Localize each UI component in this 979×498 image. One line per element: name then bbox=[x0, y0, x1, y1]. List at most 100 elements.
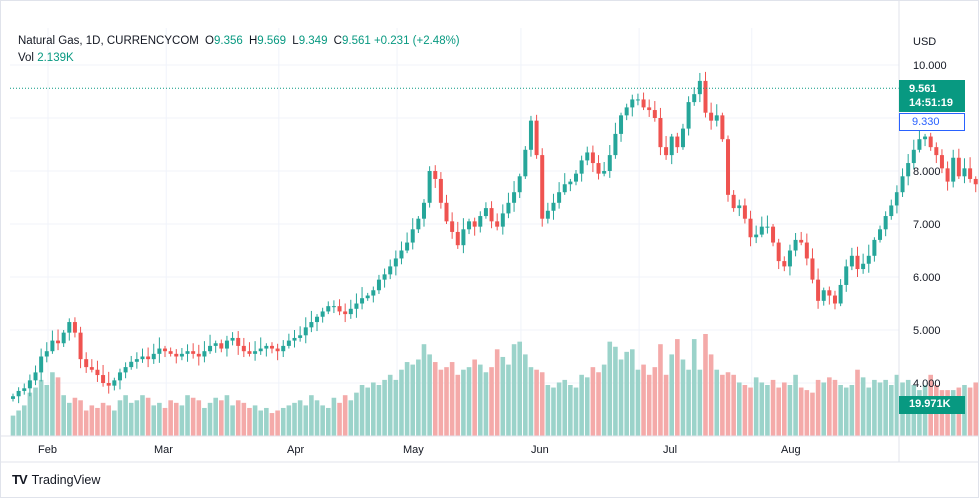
candle-body bbox=[174, 353, 179, 357]
volume-bar bbox=[264, 407, 269, 436]
volume-bar bbox=[630, 349, 635, 436]
volume-bar bbox=[742, 385, 748, 436]
candle-body bbox=[410, 229, 415, 243]
volume-bar bbox=[798, 387, 804, 436]
tradingview-logo-icon: TV bbox=[12, 472, 28, 487]
brand-name: TradingView bbox=[31, 472, 101, 487]
volume-bar bbox=[838, 385, 843, 436]
volume-bar bbox=[731, 374, 736, 436]
candle-body bbox=[827, 290, 832, 296]
volume-bar bbox=[151, 405, 157, 436]
candle-body bbox=[720, 115, 725, 140]
volume-bar bbox=[449, 362, 455, 436]
candle-body bbox=[106, 383, 111, 386]
candle-body bbox=[388, 266, 393, 275]
volume-label[interactable]: Vol bbox=[18, 52, 34, 64]
volume-bar bbox=[173, 402, 179, 436]
candle-body bbox=[348, 308, 353, 315]
volume-bar bbox=[466, 367, 472, 436]
volume-bar bbox=[444, 367, 449, 436]
volume-bar bbox=[44, 385, 50, 436]
volume-bar bbox=[162, 407, 168, 436]
candle-body bbox=[675, 136, 680, 148]
candle-body bbox=[759, 226, 764, 235]
candle-body bbox=[832, 295, 837, 304]
volume-bar bbox=[128, 402, 134, 436]
volume-bar bbox=[787, 385, 793, 436]
last-price-tag: 9.561 14:51:19 bbox=[899, 80, 965, 112]
candle-body bbox=[664, 147, 669, 156]
candle-body bbox=[112, 380, 117, 386]
candle-body bbox=[433, 171, 438, 179]
bar-countdown: 14:51:19 bbox=[909, 97, 954, 109]
price-tick-label: 6.000 bbox=[913, 272, 941, 284]
volume-bar bbox=[95, 407, 100, 436]
volume-bar bbox=[489, 367, 494, 436]
candle-body bbox=[523, 149, 528, 177]
currency-label: USD bbox=[913, 36, 936, 48]
open-label: O bbox=[205, 35, 214, 47]
volume-bar bbox=[123, 395, 128, 436]
candle-body bbox=[320, 311, 325, 317]
volume-bar bbox=[849, 385, 855, 436]
candle-body bbox=[202, 351, 207, 357]
candle-body bbox=[331, 306, 336, 308]
volume-bar bbox=[607, 341, 613, 436]
candle-body bbox=[478, 216, 483, 227]
volume-bar bbox=[590, 367, 596, 436]
volume-bar bbox=[675, 339, 680, 436]
close-label: C bbox=[333, 35, 342, 47]
volume-bar bbox=[427, 354, 432, 436]
candle-body bbox=[292, 337, 297, 341]
volume-bar bbox=[117, 400, 123, 436]
volume-bar bbox=[562, 379, 568, 436]
candle-body bbox=[376, 279, 381, 291]
candle-body bbox=[512, 192, 517, 203]
candle-body bbox=[726, 139, 731, 195]
volume-bar bbox=[461, 369, 466, 436]
time-axis[interactable]: Feb Mar Apr May Jun Jul Aug bbox=[38, 444, 801, 456]
candle-body bbox=[61, 332, 66, 344]
time-tick-label: Apr bbox=[287, 444, 304, 456]
volume-bar bbox=[596, 372, 601, 436]
volume-bar bbox=[331, 397, 337, 436]
candle-body bbox=[50, 340, 55, 352]
candle-body bbox=[782, 261, 787, 267]
volume-bar bbox=[635, 369, 641, 436]
volume-bar bbox=[511, 344, 517, 436]
volume-bar bbox=[55, 377, 61, 436]
volume-bar bbox=[894, 374, 900, 436]
volume-bar bbox=[691, 339, 697, 436]
volume-bar bbox=[551, 387, 556, 436]
candle-body bbox=[855, 255, 860, 270]
volume-bar bbox=[190, 397, 196, 436]
candle-body bbox=[528, 120, 533, 150]
volume-bar bbox=[494, 349, 500, 436]
ohlc-legend: Natural Gas, 1D, CURRENCYCOM O9.356 H9.5… bbox=[18, 35, 460, 47]
volume-bar bbox=[601, 364, 607, 436]
candle-body bbox=[16, 390, 21, 397]
grid-lines bbox=[10, 28, 899, 436]
candle-body bbox=[455, 231, 460, 246]
symbol-title[interactable]: Natural Gas, 1D, CURRENCYCOM bbox=[18, 35, 199, 47]
candle-body bbox=[11, 396, 15, 399]
candle-body bbox=[303, 327, 308, 336]
candle-body bbox=[151, 353, 156, 360]
volume-bar bbox=[860, 377, 866, 436]
candle-body bbox=[269, 345, 274, 349]
volume-bar bbox=[539, 372, 545, 436]
volume-bar bbox=[477, 364, 483, 436]
candle-body bbox=[861, 263, 866, 270]
tradingview-branding[interactable]: TV TradingView bbox=[12, 472, 100, 487]
volume-bar bbox=[27, 392, 33, 436]
volume-bar bbox=[753, 377, 759, 436]
volume-bar bbox=[376, 385, 382, 436]
time-tick-label: Aug bbox=[781, 444, 801, 456]
volume-legend: Vol 2.139K bbox=[18, 52, 74, 64]
volume-bar bbox=[793, 374, 798, 436]
candle-body bbox=[849, 255, 854, 267]
candle-body bbox=[737, 205, 742, 209]
candle-body bbox=[427, 171, 432, 203]
volume-bar bbox=[337, 402, 342, 436]
